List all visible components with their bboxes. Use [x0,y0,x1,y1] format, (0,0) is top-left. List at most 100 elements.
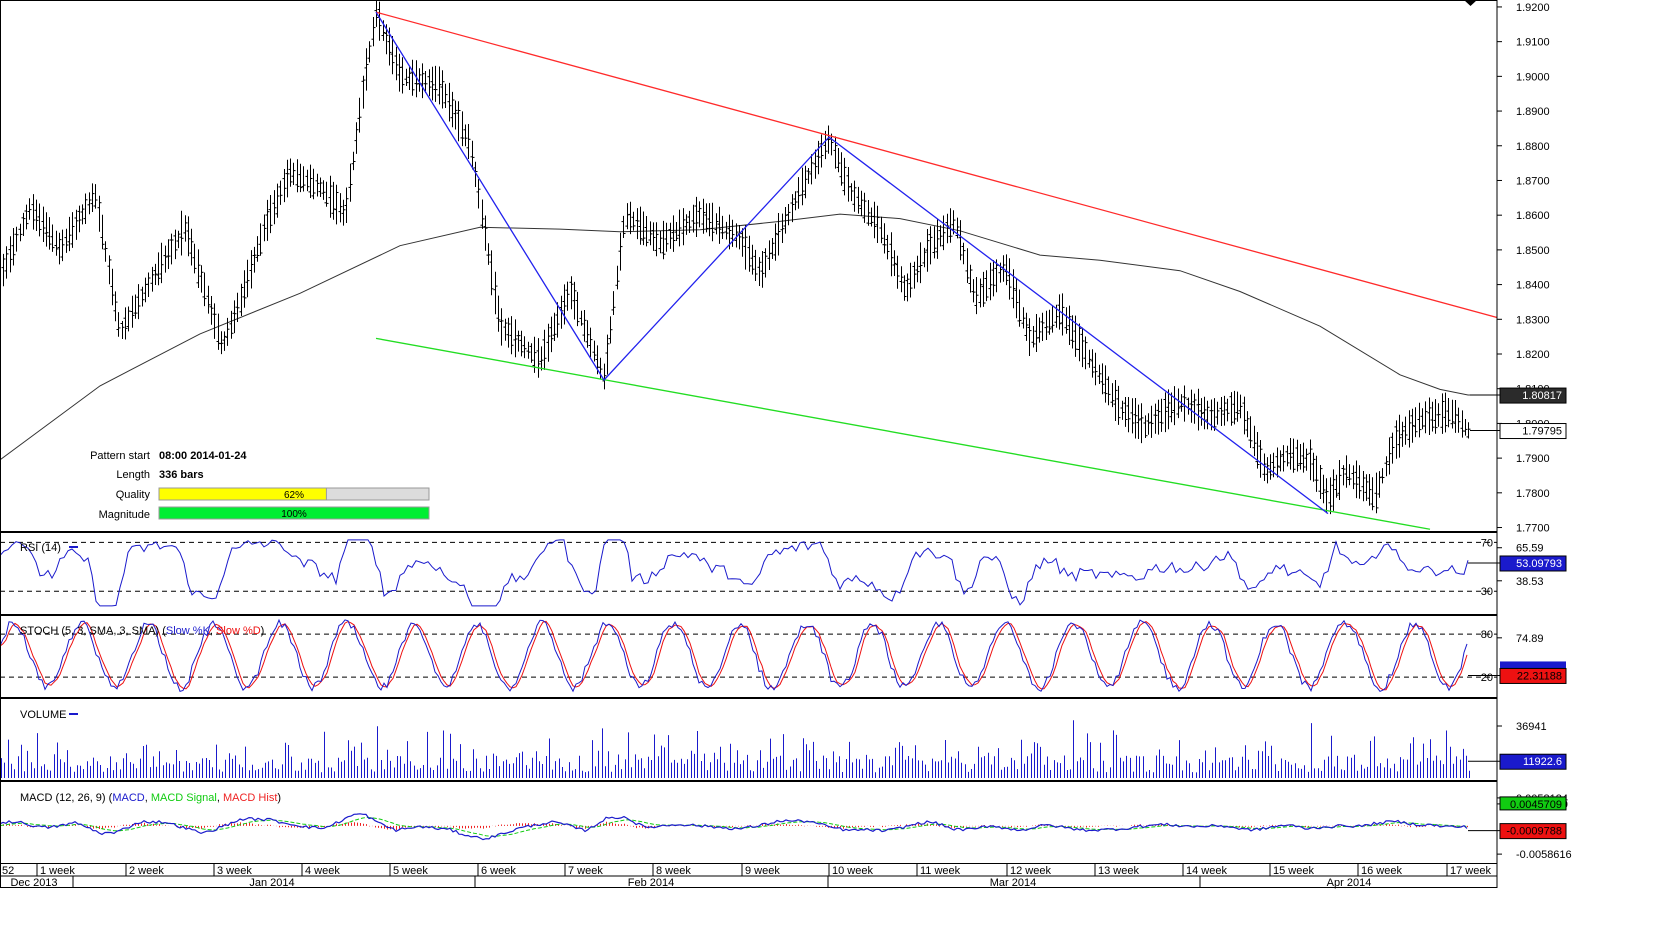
ohlc-bar [859,190,864,217]
ohlc-bar [836,148,841,173]
panel-frame [0,698,1498,781]
ohlc-bar [480,199,485,229]
ohlc-bar [1123,397,1128,427]
ohlc-bar [321,180,326,200]
ohlc-bar [1347,464,1352,486]
ohlc-bar [1301,442,1306,473]
ohlc-bar [529,343,534,363]
ohlc-bar [249,250,254,289]
ohlc-bar [1321,474,1326,504]
ohlc-bar [879,216,884,244]
ohlc-bar [463,124,468,147]
ohlc-bar [473,161,478,187]
week-label: 1 week [40,865,75,877]
ohlc-bar [1235,391,1240,422]
ohlc-bar [671,215,676,252]
ohlc-bar [499,308,504,346]
ohlc-bar [615,265,620,290]
ohlc-bar [743,225,748,270]
ohlc-bar [1130,398,1135,434]
last-price-label-box [1499,423,1567,440]
ohlc-bar [1017,289,1022,327]
ohlc-bar [166,239,171,269]
ohlc-bar [1275,447,1280,478]
macd-legend-2: MACD Hist [223,792,277,804]
week-label: 5 week [393,865,428,877]
price-tick-label: 1.8900 [1516,106,1550,118]
ohlc-bar [97,195,102,232]
ohlc-bar [691,204,696,233]
ohlc-bar [252,246,257,273]
ohlc-bar [918,242,923,284]
ohlc-bar [265,199,270,241]
ohlc-bar [516,330,521,352]
ohlc-bar [1047,309,1052,335]
ohlc-bar [1295,439,1300,472]
panel-frame [0,532,1498,615]
ohlc-bar [103,241,108,262]
ohlc-bar [21,212,26,236]
ohlc-bar [1169,392,1174,423]
ohlc-bar [107,255,112,285]
ohlc-bar [915,255,920,283]
ohlc-bar [206,285,211,314]
rsi-level-label: 30 [1481,586,1493,598]
ohlc-bar [661,220,666,260]
ohlc-bar [80,204,85,225]
ohlc-bar [232,300,237,334]
ohlc-bar [361,75,366,109]
ohlc-bar [948,208,953,243]
macd-tick-label: -0.0058616 [1516,849,1572,861]
ohlc-bar [235,292,240,322]
ohlc-bar [466,124,471,159]
ohlc-bar [1133,398,1138,439]
ohlc-bar [783,207,788,234]
price-tick-label: 1.7700 [1516,523,1550,535]
ohlc-bar [1149,405,1154,438]
ohlc-bar [677,209,682,247]
ohlc-bar [710,202,715,242]
ohlc-bar [483,215,488,251]
ohlc-bar [988,262,993,301]
ohlc-bar [908,262,913,298]
ohlc-bar [1202,396,1207,430]
ohlc-bar [486,243,491,265]
ohlc-bar [506,317,511,348]
ohlc-bar [674,222,679,241]
ohlc-bar [394,46,399,81]
ohlc-bar [1103,365,1108,403]
ohlc-bar [1225,398,1230,422]
ohlc-bar [150,266,155,292]
ohlc-bar [331,181,336,220]
week-label: 15 week [1273,865,1314,877]
ohlc-bar [57,232,62,265]
price-tick-label: 1.8500 [1516,245,1550,257]
ohlc-bar [1341,465,1346,486]
ohlc-bar [410,59,415,96]
ohlc-bar [1093,352,1098,386]
ohlc-bar [776,213,781,256]
week-label: 11 week [920,865,961,877]
rsi-last-label-box [1499,555,1567,572]
ohlc-bar [823,130,828,160]
ohlc-bar [239,283,244,316]
ohlc-bar [935,218,940,259]
ohlc-bar [1024,312,1029,341]
ohlc-bar [978,278,983,308]
ohlc-bar [245,259,250,298]
ohlc-bar [1245,411,1250,438]
ohlc-bar [133,294,138,319]
scroll-marker-icon[interactable] [1464,0,1477,6]
ohlc-bar [971,279,976,303]
ohlc-bar [1262,453,1267,481]
ohlc-bar [460,111,465,147]
ohlc-bar [1440,393,1445,434]
ohlc-bar [1014,279,1019,319]
ohlc-bar [770,238,775,259]
ohlc-bar [869,207,874,227]
ohlc-bar [912,261,917,289]
week-label: 7 week [568,865,603,877]
stoch-last-label-box [1499,667,1567,684]
ohlc-bar [341,199,346,226]
ohlc-bar [928,226,933,265]
